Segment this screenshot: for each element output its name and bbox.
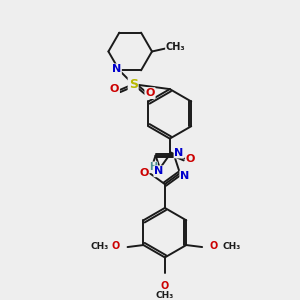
Text: O: O	[112, 241, 120, 251]
Text: CH₃: CH₃	[166, 41, 186, 52]
Text: N: N	[180, 171, 190, 181]
Text: CH₃: CH₃	[91, 242, 109, 250]
Text: O: O	[186, 154, 195, 164]
Text: CH₃: CH₃	[156, 291, 174, 300]
Text: N: N	[175, 148, 184, 158]
Text: N: N	[154, 166, 164, 176]
Text: O: O	[161, 281, 169, 291]
Text: O: O	[210, 241, 218, 251]
Text: H: H	[149, 162, 157, 172]
Text: O: O	[110, 84, 119, 94]
Text: CH₃: CH₃	[223, 242, 241, 250]
Text: O: O	[139, 168, 148, 178]
Text: S: S	[129, 78, 138, 91]
Text: N: N	[112, 64, 121, 74]
Text: O: O	[145, 88, 155, 98]
